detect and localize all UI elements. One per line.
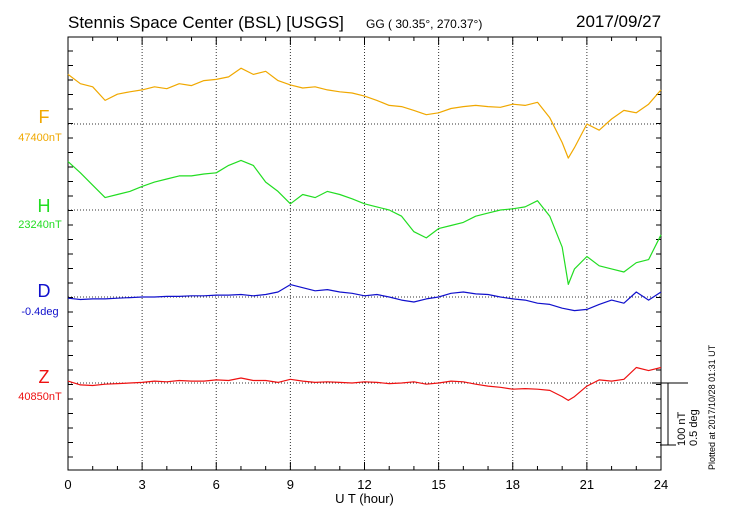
scale-deg-label: 0.5 deg (688, 409, 700, 446)
x-tick-label-21: 21 (580, 477, 594, 492)
x-tick-label-12: 12 (357, 477, 371, 492)
x-tick-label-0: 0 (64, 477, 71, 492)
chart-title: Stennis Space Center (BSL) [USGS] (68, 13, 344, 32)
x-tick-label-18: 18 (506, 477, 520, 492)
x-axis-label: U T (hour) (335, 491, 394, 506)
series-label-d: D (37, 281, 51, 301)
baseline-label-d: -0.4deg (21, 306, 59, 318)
station-coordinates: GG ( 30.35°, 270.37°) (366, 17, 483, 31)
scale-legend: 100 nT 0.5 deg (676, 409, 700, 446)
series-label-f: F (38, 107, 50, 127)
series-line-f (67, 67, 662, 159)
x-tick-label-6: 6 (213, 477, 220, 492)
x-tick-label-3: 3 (139, 477, 146, 492)
series-line-d (67, 284, 662, 312)
series-line-h (67, 159, 662, 285)
x-tick-label-9: 9 (287, 477, 294, 492)
series-label-h: H (37, 196, 51, 216)
series-label-z: Z (38, 367, 50, 387)
x-tick-label-24: 24 (654, 477, 668, 492)
plotted-timestamp: Plotted at 2017/10/28 01:31 UT (707, 344, 717, 470)
baseline-label-z: 40850nT (18, 391, 62, 403)
chart-date: 2017/09/27 (576, 12, 662, 31)
baseline-label-f: 47400nT (18, 132, 62, 144)
x-tick-label-15: 15 (431, 477, 445, 492)
baseline-label-h: 23240nT (18, 219, 62, 231)
series-line-z (67, 366, 662, 401)
scale-nt-label: 100 nT (676, 411, 688, 446)
